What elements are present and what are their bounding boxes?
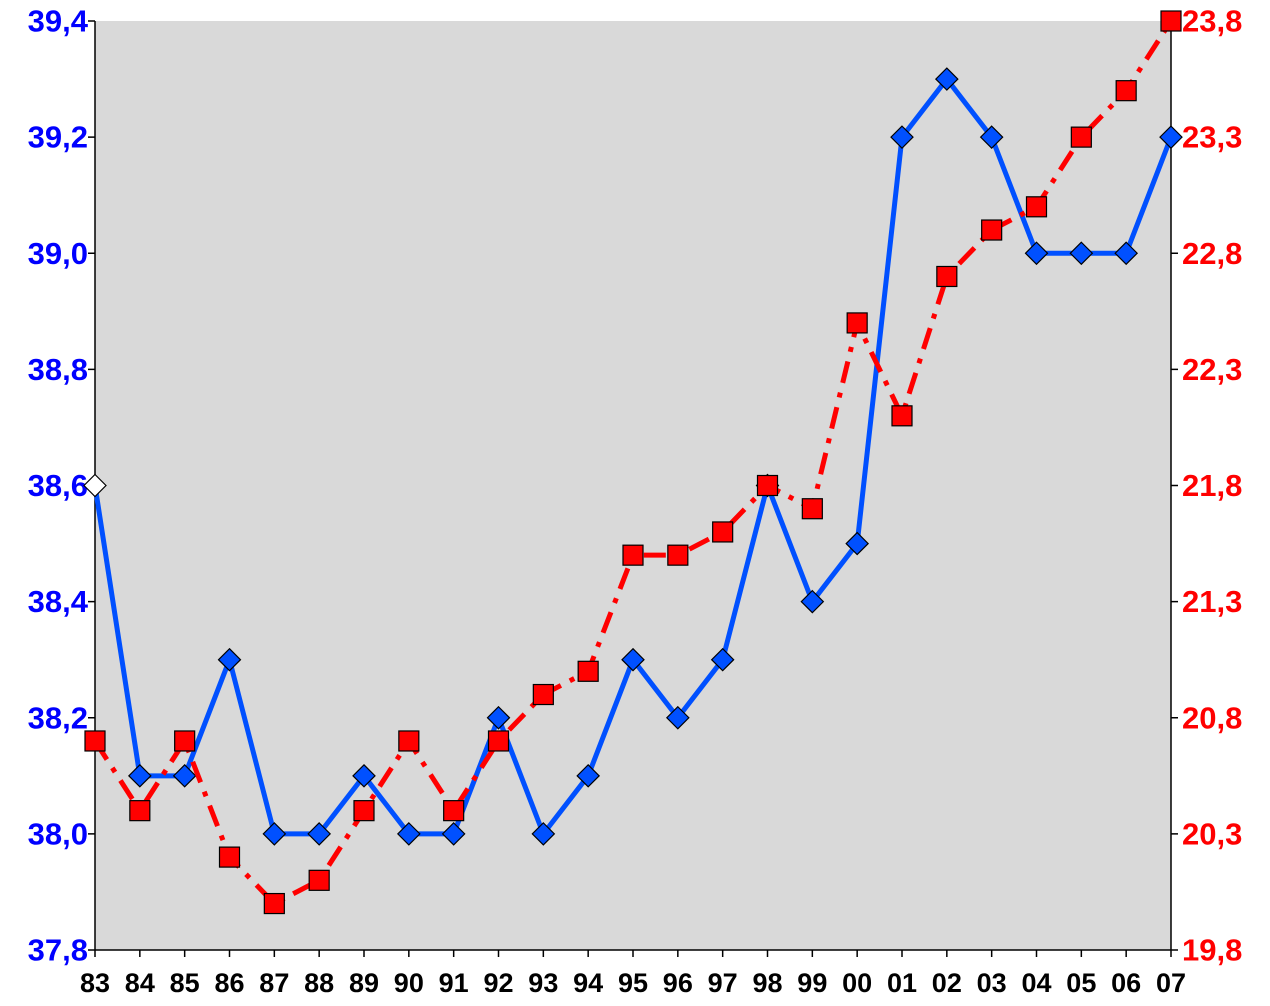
data-point-square bbox=[712, 521, 734, 543]
x-axis: 83 84 85 86 87 88 89 90 91 92 93 94 95 96 97 98 99 00 01 02… bbox=[80, 949, 1186, 998]
data-point-square bbox=[487, 730, 510, 752]
data-point-square bbox=[129, 800, 151, 822]
left-tick-label: 37,8 bbox=[28, 933, 88, 968]
x-tick-label: 96 bbox=[663, 968, 693, 998]
data-point-square bbox=[263, 892, 285, 915]
data-point-diamond bbox=[1159, 125, 1183, 149]
right-tick-label: 22,3 bbox=[1182, 352, 1242, 387]
x-tick-label: 95 bbox=[618, 968, 648, 998]
x-tick-label: 93 bbox=[528, 968, 558, 998]
right-tick-label: 22,8 bbox=[1182, 236, 1242, 271]
x-tick-label: 88 bbox=[304, 968, 334, 998]
data-point-diamond bbox=[83, 473, 107, 498]
data-point-diamond bbox=[800, 589, 825, 614]
data-point-diamond bbox=[127, 763, 152, 788]
left-tick-label: 39,0 bbox=[28, 236, 88, 271]
data-point-diamond bbox=[1069, 241, 1094, 266]
x-tick-label: 03 bbox=[977, 968, 1007, 998]
left-tick-label: 39,4 bbox=[28, 4, 89, 39]
data-point-square bbox=[981, 219, 1003, 241]
data-point-diamond bbox=[979, 125, 1004, 149]
data-point-square bbox=[756, 474, 779, 497]
x-tick-label: 86 bbox=[214, 968, 244, 998]
right-axis: 19,8 20,3 20,8 21,3 21,8 22,3 22,8 23,3 23,8 bbox=[1170, 4, 1242, 968]
data-point-square bbox=[622, 544, 644, 566]
right-tick-label: 19,8 bbox=[1182, 933, 1242, 968]
data-point-diamond bbox=[934, 67, 959, 91]
data-point-square bbox=[218, 846, 241, 868]
x-tick-label: 85 bbox=[170, 968, 200, 998]
left-tick-label: 38,2 bbox=[28, 700, 88, 735]
data-point-square bbox=[667, 544, 689, 566]
right-tick-label: 23,8 bbox=[1182, 4, 1242, 39]
data-point-square bbox=[174, 730, 196, 752]
left-tick-label: 38,6 bbox=[28, 468, 88, 503]
data-point-square bbox=[1025, 196, 1048, 218]
x-tick-label: 89 bbox=[349, 968, 379, 998]
data-point-square bbox=[1160, 10, 1182, 32]
data-point-square bbox=[1115, 80, 1137, 102]
right-tick-label: 21,3 bbox=[1182, 584, 1242, 619]
x-tick-label: 00 bbox=[842, 968, 872, 998]
data-point-square bbox=[1070, 126, 1092, 148]
left-tick-label: 39,2 bbox=[28, 120, 88, 155]
data-point-square bbox=[532, 683, 554, 706]
x-tick-label: 83 bbox=[80, 968, 110, 998]
data-point-diamond bbox=[486, 705, 511, 730]
left-axis: 37,8 38,0 38,2 38,4 38,6 38,8 39,0 39,2 39,4 bbox=[28, 4, 96, 968]
data-point-diamond bbox=[307, 822, 332, 846]
data-point-diamond bbox=[890, 125, 914, 149]
series-layer bbox=[83, 10, 1183, 915]
x-tick-label: 90 bbox=[394, 968, 424, 998]
data-point-diamond bbox=[531, 822, 556, 846]
right-tick-label: 21,8 bbox=[1182, 468, 1242, 503]
data-point-square bbox=[846, 312, 868, 334]
data-point-diamond bbox=[441, 822, 466, 846]
x-tick-label: 04 bbox=[1021, 968, 1051, 998]
data-point-square bbox=[891, 405, 913, 427]
data-point-square bbox=[443, 800, 465, 822]
plot-area bbox=[95, 21, 1171, 950]
data-point-diamond bbox=[710, 647, 735, 672]
left-tick-label: 38,4 bbox=[28, 584, 89, 619]
x-tick-label: 02 bbox=[932, 968, 962, 998]
x-tick-label: 01 bbox=[887, 968, 917, 998]
data-point-square bbox=[801, 498, 823, 520]
data-point-square bbox=[577, 660, 599, 682]
data-point-diamond bbox=[1114, 241, 1139, 266]
data-point-square bbox=[353, 800, 375, 822]
right-tick-label: 20,8 bbox=[1182, 700, 1242, 735]
x-tick-label: 94 bbox=[573, 968, 603, 998]
x-tick-label: 91 bbox=[439, 968, 469, 998]
data-point-square bbox=[398, 730, 420, 752]
data-point-diamond bbox=[352, 763, 376, 788]
data-point-square bbox=[308, 869, 330, 891]
data-point-diamond bbox=[845, 531, 870, 556]
x-tick-label: 84 bbox=[125, 968, 155, 998]
right-tick-label: 20,3 bbox=[1182, 816, 1242, 851]
data-point-diamond bbox=[396, 822, 421, 846]
left-tick-label: 38,0 bbox=[28, 816, 88, 851]
x-tick-label: 98 bbox=[752, 968, 782, 998]
x-tick-label: 87 bbox=[259, 968, 289, 998]
data-point-diamond bbox=[665, 705, 690, 730]
data-point-diamond bbox=[217, 647, 242, 672]
data-point-diamond bbox=[172, 763, 197, 788]
x-tick-label: 05 bbox=[1066, 968, 1096, 998]
data-point-diamond bbox=[1024, 241, 1049, 266]
x-tick-label: 97 bbox=[708, 968, 738, 998]
x-tick-label: 99 bbox=[797, 968, 827, 998]
x-tick-label: 07 bbox=[1156, 968, 1186, 998]
x-tick-label: 92 bbox=[483, 968, 513, 998]
data-point-diamond bbox=[621, 647, 645, 672]
left-tick-label: 38,8 bbox=[28, 352, 88, 387]
data-point-diamond bbox=[576, 763, 601, 788]
data-point-square bbox=[84, 730, 106, 752]
x-tick-label: 06 bbox=[1111, 968, 1141, 998]
data-point-square bbox=[936, 265, 958, 288]
data-point-diamond bbox=[262, 822, 287, 846]
right-tick-label: 23,3 bbox=[1182, 120, 1242, 155]
